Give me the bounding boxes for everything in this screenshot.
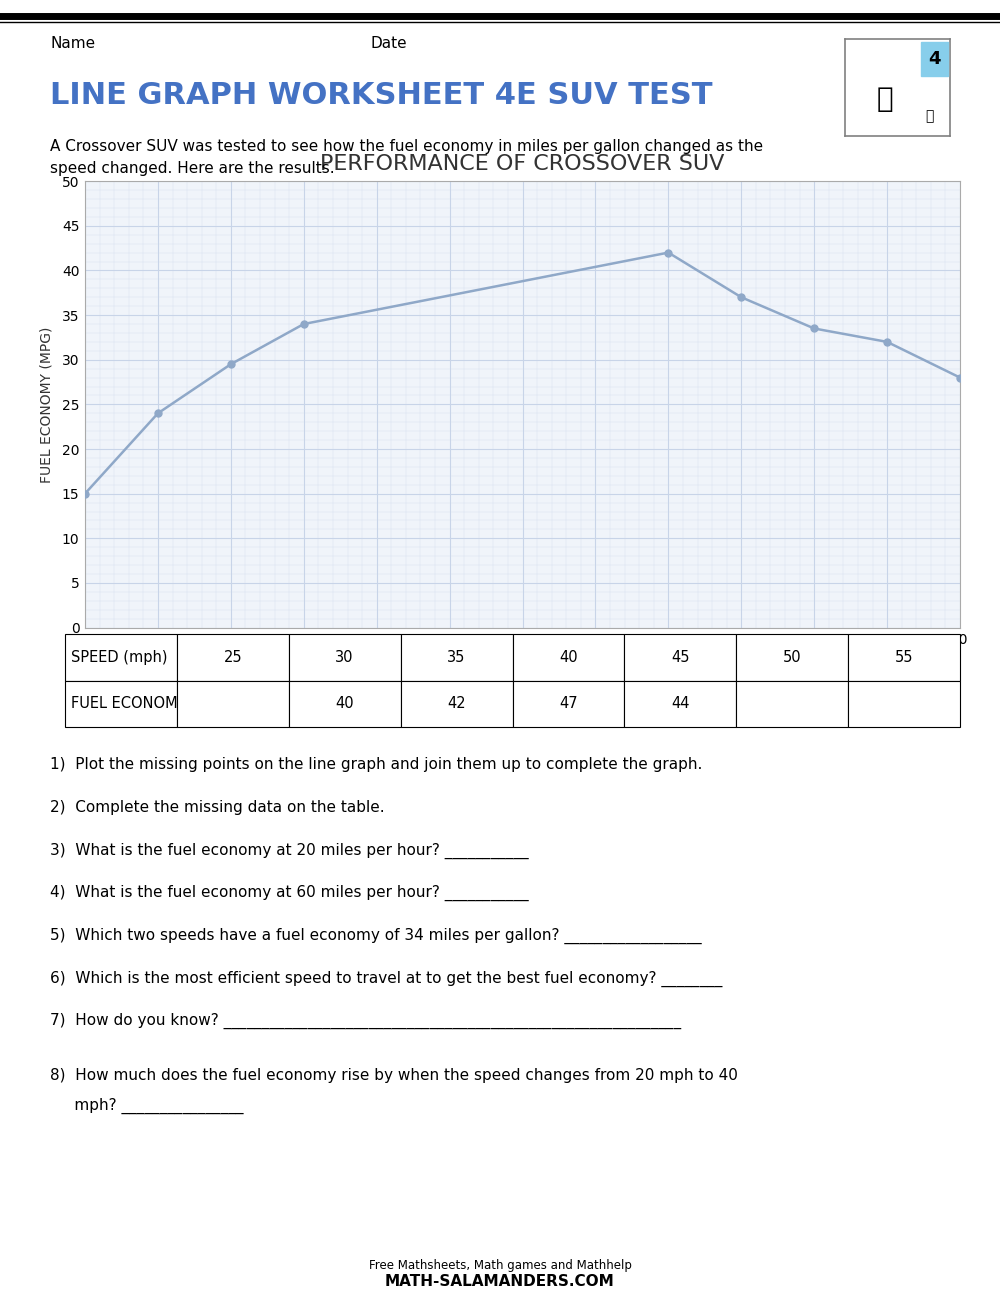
- Text: 7)  How do you know? ___________________________________________________________: 7) How do you know? ____________________…: [50, 1013, 681, 1030]
- Text: speed changed. Here are the results.: speed changed. Here are the results.: [50, 162, 335, 176]
- Text: 🏃: 🏃: [925, 110, 933, 123]
- Text: 3)  What is the fuel economy at 20 miles per hour? ___________: 3) What is the fuel economy at 20 miles …: [50, 842, 529, 859]
- Text: 6)  Which is the most efficient speed to travel at to get the best fuel economy?: 6) Which is the most efficient speed to …: [50, 970, 722, 987]
- Text: 🦎: 🦎: [877, 85, 893, 113]
- Text: 4: 4: [928, 50, 940, 69]
- Text: 5)  Which two speeds have a fuel economy of 34 miles per gallon? _______________: 5) Which two speeds have a fuel economy …: [50, 928, 702, 945]
- Text: 1)  Plot the missing points on the line graph and join them up to complete the g: 1) Plot the missing points on the line g…: [50, 757, 702, 773]
- Text: 2)  Complete the missing data on the table.: 2) Complete the missing data on the tabl…: [50, 800, 385, 815]
- Y-axis label: FUEL ECONOMY (MPG): FUEL ECONOMY (MPG): [39, 326, 53, 483]
- Text: Date: Date: [370, 36, 407, 50]
- Text: 4)  What is the fuel economy at 60 miles per hour? ___________: 4) What is the fuel economy at 60 miles …: [50, 885, 529, 902]
- Title: PERFORMANCE OF CROSSOVER SUV: PERFORMANCE OF CROSSOVER SUV: [320, 154, 725, 175]
- Text: A Crossover SUV was tested to see how the fuel economy in miles per gallon chang: A Crossover SUV was tested to see how th…: [50, 140, 763, 154]
- Text: 8)  How much does the fuel economy rise by when the speed changes from 20 mph to: 8) How much does the fuel economy rise b…: [50, 1068, 738, 1083]
- Bar: [921, 41, 948, 75]
- X-axis label: SPEED (MILES PER HOUR): SPEED (MILES PER HOUR): [433, 656, 612, 669]
- Text: Free Mathsheets, Math games and Mathhelp: Free Mathsheets, Math games and Mathhelp: [369, 1259, 631, 1272]
- Text: mph? ________________: mph? ________________: [50, 1097, 244, 1114]
- Text: MATH-SALAMANDERS.COM: MATH-SALAMANDERS.COM: [385, 1273, 615, 1289]
- Text: LINE GRAPH WORKSHEET 4E SUV TEST: LINE GRAPH WORKSHEET 4E SUV TEST: [50, 80, 712, 110]
- Text: Name: Name: [50, 36, 95, 50]
